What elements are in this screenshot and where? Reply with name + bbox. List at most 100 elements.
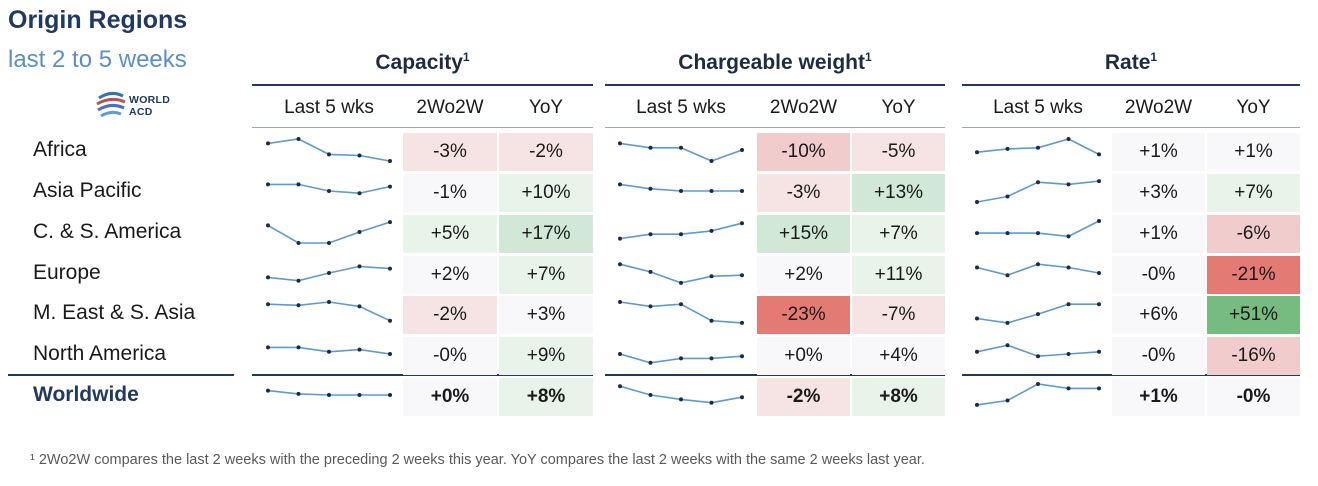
sparkline-weight <box>618 300 744 325</box>
cell-2wo2w-capacity: -3% <box>403 133 497 171</box>
sparkline-point <box>648 304 653 309</box>
cell-yoy-rate: -16% <box>1207 337 1300 375</box>
sparkline-point <box>296 241 301 245</box>
sparkline-point <box>740 354 744 359</box>
header-bottom-rule <box>962 127 1300 128</box>
group-top-rule <box>962 84 1300 86</box>
sparkline-capacity <box>266 300 392 323</box>
footnote-marker: 1 <box>462 50 470 64</box>
sparkline-point <box>388 266 392 271</box>
region-label: Worldwide <box>33 383 139 406</box>
sparkline-point <box>709 228 714 233</box>
cell-yoy-weight: -7% <box>852 296 945 334</box>
sparkline-point <box>1005 146 1010 151</box>
sparkline-point <box>327 271 331 275</box>
logo-text: WORLD ACD <box>129 94 171 118</box>
sparkline-point <box>388 220 392 225</box>
sparkline-point <box>709 356 714 361</box>
group-top-rule <box>605 84 945 86</box>
worldwide-rule-label <box>8 374 234 376</box>
sparkline-point <box>740 273 744 278</box>
sparkline-point <box>327 393 331 397</box>
sparkline-capacity <box>266 345 392 356</box>
sparkline-rate <box>975 343 1101 359</box>
sparkline-weight <box>618 182 744 193</box>
sparkline-line <box>267 138 391 162</box>
sparkline-point <box>1097 302 1101 307</box>
cell-yoy-rate: +51% <box>1207 296 1300 334</box>
sparkline-point <box>357 191 362 196</box>
sparkline-point <box>357 393 362 397</box>
col-header-yoy: YoY <box>881 97 916 118</box>
sparkline-point <box>709 189 714 193</box>
cell-2wo2w-weight: +0% <box>757 337 850 375</box>
sparkline-point <box>648 360 653 365</box>
worldwide-rule <box>605 374 945 376</box>
sparkline-point <box>266 275 270 280</box>
sparkline-point <box>296 278 301 283</box>
sparkline-point <box>1005 273 1010 278</box>
world-acd-logo: WORLD ACD <box>95 88 195 124</box>
sparkline-point <box>357 153 362 158</box>
sparkline-point <box>618 262 622 267</box>
cell-2wo2w-weight: -23% <box>757 296 850 334</box>
sparkline-capacity <box>266 182 392 196</box>
col-header-yoy: YoY <box>528 97 564 118</box>
sparkline-point <box>740 189 744 193</box>
sparkline-point <box>975 316 979 321</box>
cell-2wo2w-capacity: -2% <box>403 296 497 334</box>
sparkline-rate <box>975 219 1101 239</box>
sparkline-line <box>976 180 1100 203</box>
sparkline-point <box>296 182 301 187</box>
sparkline-point <box>618 236 622 241</box>
sparkline-capacity <box>266 264 392 283</box>
sparkline-point <box>266 182 270 187</box>
sparkline-point <box>648 145 653 150</box>
col-header-last5: Last 5 wks <box>636 97 726 118</box>
cell-yoy-rate: +7% <box>1207 174 1300 212</box>
sparkline-point <box>1097 386 1101 391</box>
region-label: Europe <box>33 261 101 284</box>
footnote-marker: 1 <box>1150 50 1158 64</box>
sparkline-point <box>388 184 392 189</box>
region-label: Asia Pacific <box>33 179 142 202</box>
sparkline-point <box>1005 231 1010 236</box>
sparkline-weight <box>618 384 744 405</box>
footnote-marker: 1 <box>865 50 872 64</box>
sparkline-point <box>740 320 744 325</box>
sparkline-point <box>1066 302 1071 307</box>
sparkline-point <box>296 345 301 350</box>
sparkline-point <box>975 231 979 236</box>
region-label: M. East & S. Asia <box>33 301 196 324</box>
sparkline-point <box>975 265 979 270</box>
sparkline-point <box>327 189 331 193</box>
sparkline-point <box>1005 398 1010 403</box>
cell-yoy-capacity: +3% <box>499 296 593 334</box>
sparkline-point <box>1036 354 1040 359</box>
sparkline-point <box>1036 312 1040 317</box>
sparkline-weight <box>618 262 744 285</box>
region-label: North America <box>33 342 167 365</box>
cell-yoy-rate: -21% <box>1207 256 1300 294</box>
sparkline-point <box>975 402 979 407</box>
cell-2wo2w-capacity: +5% <box>403 215 497 253</box>
cell-yoy-capacity: +17% <box>499 215 593 253</box>
worldwide-rule <box>252 374 593 376</box>
sparkline-line <box>619 222 743 240</box>
group-title-capacity: Capacity1 <box>252 50 593 80</box>
sparkline-point <box>1066 234 1071 239</box>
col-header-2wo2w: 2Wo2W <box>1124 97 1193 118</box>
col-header-last5: Last 5 wks <box>284 97 374 118</box>
sparkline-point <box>1036 262 1040 267</box>
sparkline-point <box>1005 194 1010 199</box>
sparkline-weight <box>618 221 744 241</box>
sparkline-point <box>1036 382 1040 386</box>
cell-yoy-weight: -5% <box>852 133 945 171</box>
group-title-text: Capacity <box>375 51 463 74</box>
group-title-rate: Rate1 <box>962 50 1300 80</box>
cell-2wo2w-rate: +1% <box>1112 215 1205 253</box>
sparkline-point <box>266 141 270 146</box>
cell-2wo2w-weight: +2% <box>757 256 850 294</box>
sparkline-point <box>709 159 714 163</box>
sparkline-point <box>327 300 331 304</box>
